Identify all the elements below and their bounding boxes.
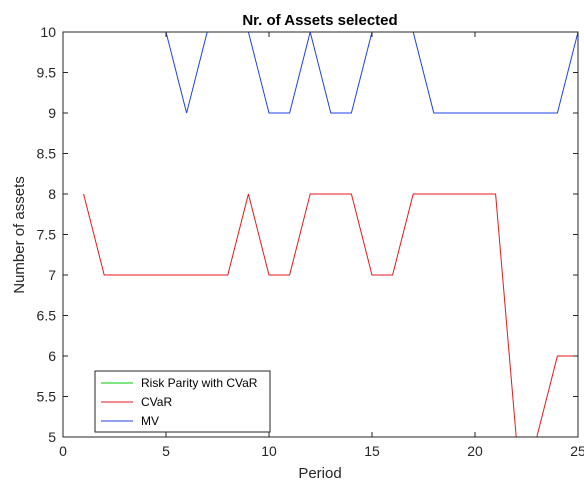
legend-label: Risk Parity with CVaR <box>141 376 258 390</box>
y-tick-label: 8 <box>48 186 56 202</box>
y-tick-label: 10 <box>40 24 56 40</box>
x-tick-label: 15 <box>364 443 380 459</box>
legend-label: MV <box>141 414 159 428</box>
y-tick-label: 7.5 <box>37 227 57 243</box>
plot-area <box>63 32 578 437</box>
series-line-2 <box>83 193 578 438</box>
y-tick-label: 6.5 <box>37 308 57 324</box>
y-tick-label: 9.5 <box>37 65 57 81</box>
x-tick-label: 20 <box>467 443 483 459</box>
x-tick-label: 10 <box>261 443 277 459</box>
legend: Risk Parity with CVaR CVaR MV <box>94 370 271 433</box>
y-tick-label: 6 <box>48 348 56 364</box>
y-tick-label: 8.5 <box>37 146 57 162</box>
legend-label: CVaR <box>141 395 172 409</box>
x-tick-label: 0 <box>59 443 67 459</box>
y-tick-label: 5 <box>48 429 56 445</box>
legend-items: Risk Parity with CVaR CVaR MV <box>101 376 258 428</box>
x-tick-label: 5 <box>162 443 170 459</box>
x-axis-label: Period <box>298 465 341 482</box>
chart-title: Nr. of Assets selected <box>242 12 397 29</box>
y-tick-label: 9 <box>48 105 56 121</box>
x-tick-label: 25 <box>570 443 584 459</box>
y-tick-label: 5.5 <box>37 389 57 405</box>
y-tick-label: 7 <box>48 267 56 283</box>
y-axis-label: Number of assets <box>11 176 28 294</box>
